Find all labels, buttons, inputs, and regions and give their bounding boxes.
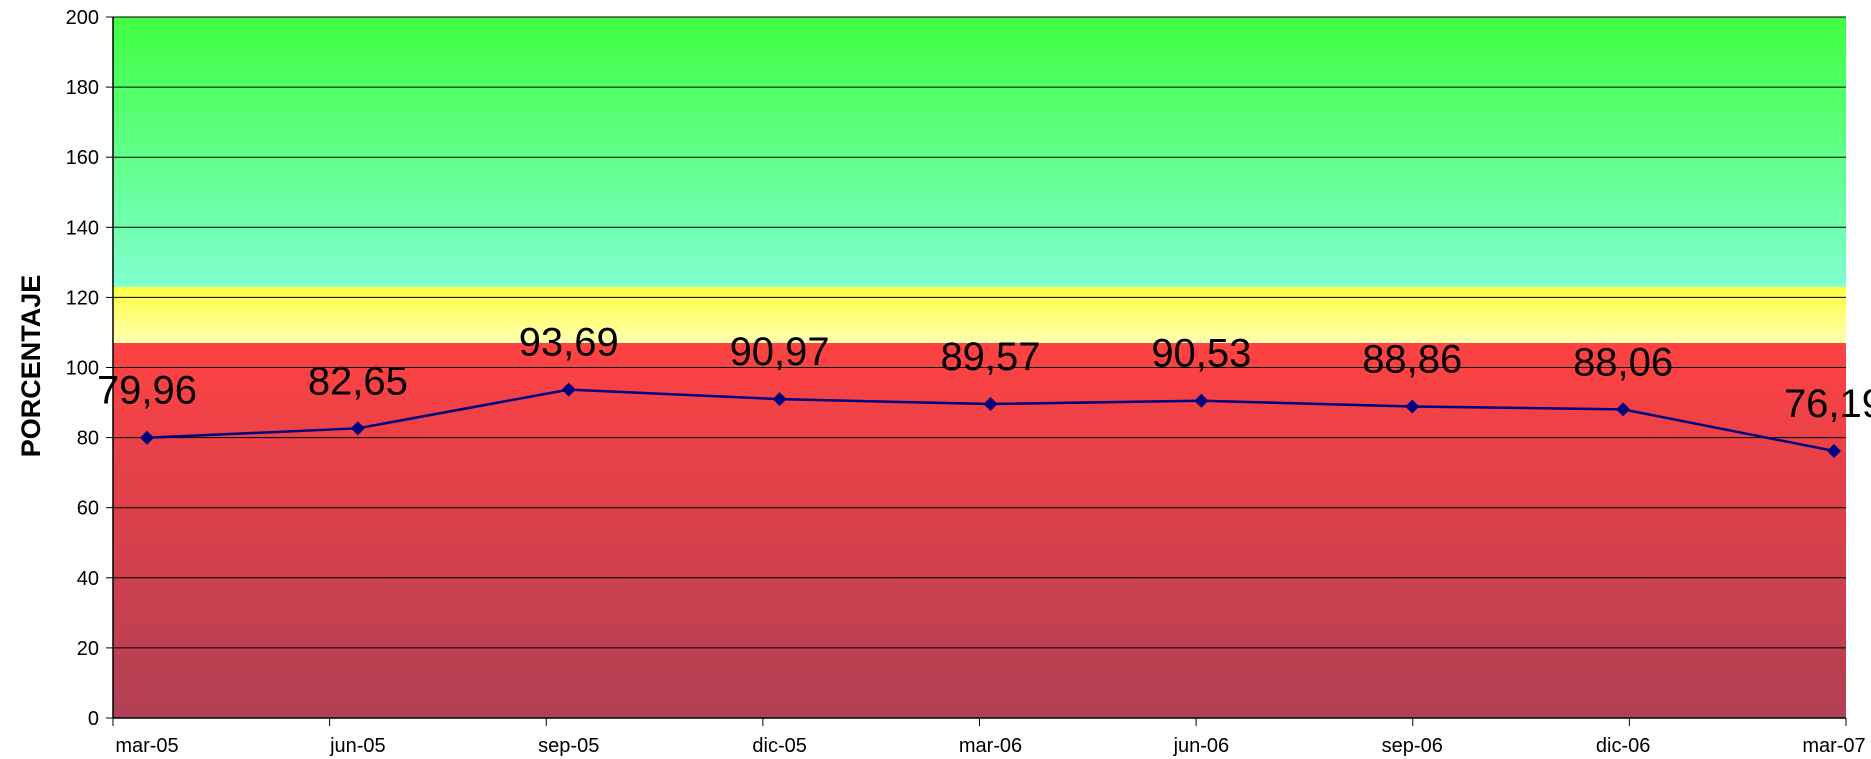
data-labels: 79,96 82,65 93,69 90,97 89,57 90,53 88,86 88,06… bbox=[97, 321, 1871, 426]
data-point bbox=[1405, 399, 1420, 414]
data-label: 82,65 bbox=[308, 359, 408, 403]
y-tick-label: 0 bbox=[88, 708, 99, 730]
data-point bbox=[1827, 443, 1841, 458]
series-markers bbox=[140, 382, 1841, 458]
data-point bbox=[350, 421, 365, 436]
x-tick-label: sep-05 bbox=[538, 735, 599, 757]
x-tick-label: mar-05 bbox=[115, 735, 178, 757]
x-tick-label: jun-05 bbox=[329, 735, 386, 757]
y-tick-label: 80 bbox=[77, 428, 99, 450]
data-point bbox=[561, 382, 576, 397]
x-tick-label: jun-06 bbox=[1173, 735, 1230, 757]
x-tick-label: mar-06 bbox=[959, 735, 1022, 757]
y-tick-label: 200 bbox=[66, 7, 99, 29]
band-green bbox=[113, 17, 1846, 287]
data-label: 90,53 bbox=[1151, 332, 1251, 376]
y-tick-label: 100 bbox=[66, 358, 99, 380]
x-tick-labels: mar-05 jun-05 sep-05 dic-05 mar-06 jun-06 sep-… bbox=[115, 735, 1865, 757]
gridlines bbox=[113, 16, 1846, 649]
band-red bbox=[113, 342, 1846, 718]
y-tick-label: 180 bbox=[66, 77, 99, 99]
x-tick-label: sep-06 bbox=[1382, 735, 1443, 757]
data-point bbox=[140, 430, 154, 445]
y-tick-label: 60 bbox=[77, 498, 99, 520]
data-label: 90,97 bbox=[730, 330, 830, 374]
y-tick-label: 40 bbox=[77, 568, 99, 590]
y-tick-label: 160 bbox=[66, 147, 99, 169]
y-tick-label: 120 bbox=[66, 287, 99, 309]
data-point bbox=[983, 397, 998, 412]
data-label: 89,57 bbox=[940, 335, 1040, 379]
x-tick-label: dic-06 bbox=[1596, 735, 1650, 757]
x-tick-label: mar-07 bbox=[1802, 735, 1865, 757]
data-label: 88,06 bbox=[1573, 340, 1673, 384]
band-yellow bbox=[113, 286, 1846, 343]
y-tick-label: 20 bbox=[77, 638, 99, 660]
background-bands bbox=[113, 17, 1846, 718]
y-axis-title: PORCENTAJE bbox=[16, 275, 46, 458]
y-tick-label: 140 bbox=[66, 217, 99, 239]
data-label: 79,96 bbox=[97, 369, 197, 413]
axes bbox=[106, 16, 1847, 726]
data-label: 93,69 bbox=[519, 321, 619, 365]
data-label: 88,86 bbox=[1362, 338, 1462, 382]
data-point bbox=[1616, 402, 1631, 417]
data-label: 76,19 bbox=[1784, 382, 1871, 426]
data-point bbox=[1194, 393, 1209, 408]
x-tick-label: dic-05 bbox=[752, 735, 806, 757]
y-tick-labels: 0 20 40 60 80 100 120 140 160 180 200 bbox=[66, 7, 99, 730]
data-point bbox=[772, 392, 787, 407]
